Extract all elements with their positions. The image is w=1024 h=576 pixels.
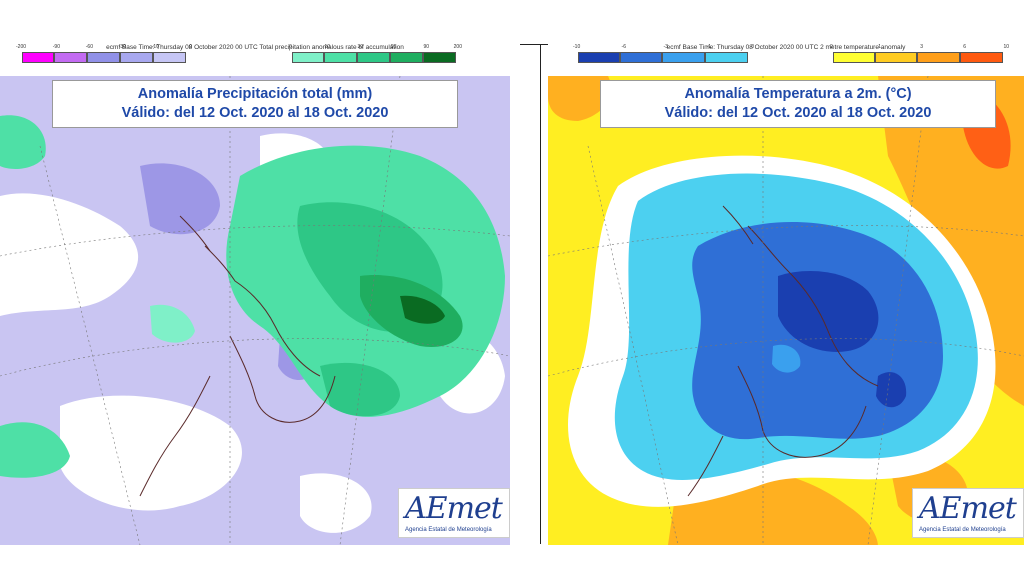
temperature-map: Anomalía Temperatura a 2m. (°C) Válido: … — [548, 76, 1024, 545]
legend-swatch: -3 — [620, 44, 668, 68]
precipitation-map: Anomalía Precipitación total (mm) Válido… — [0, 76, 510, 545]
temp-header: ecmf Base Time: Thursday 08 October 2020… — [548, 40, 1024, 78]
precipitation-anomaly-panel: ecmf Base Time: Thursday 08 October 2020… — [0, 40, 510, 545]
aemet-logo-name: AEmet — [405, 491, 503, 526]
panel-divider — [540, 44, 541, 544]
temp-legend-positive: 1 3 6 10 0 — [830, 44, 1009, 68]
legend-tick-zero: 0 — [830, 44, 833, 50]
legend-swatch: -1 — [662, 44, 711, 68]
precipitation-map-graphic — [0, 76, 510, 545]
precip-title: Anomalía Precipitación total (mm) — [137, 86, 373, 102]
aemet-logo-name: AEmet — [919, 491, 1017, 526]
precip-header-text: ecmf Base Time: Thursday 08 October 2020… — [106, 44, 404, 51]
temperature-anomaly-panel: ecmf Base Time: Thursday 08 October 2020… — [548, 40, 1024, 545]
legend-swatch: 0 — [153, 44, 192, 68]
legend-swatch: 10 — [292, 44, 330, 68]
precip-title-box: Anomalía Precipitación total (mm) Válido… — [52, 80, 458, 128]
aemet-logo: AEmet Agencia Estatal de Meteorología — [912, 488, 1024, 538]
legend-swatch: -90 — [22, 44, 60, 68]
legend-tick-min: -10 — [573, 44, 581, 50]
precip-valid-dates: Válido: del 12 Oct. 2020 al 18 Oct. 2020 — [121, 105, 389, 121]
precip-legend-negative: -90 -60 -30 -10 0 -200 — [16, 44, 218, 68]
divider-tick — [520, 44, 548, 45]
temp-title-box: Anomalía Temperatura a 2m. (°C) Válido: … — [600, 80, 996, 128]
legend-swatch: 6 — [917, 44, 966, 68]
legend-tick-zero: 0 — [289, 44, 292, 50]
legend-swatch: 0 — [705, 44, 754, 68]
legend-swatch: -60 — [54, 44, 93, 68]
legend-swatch: 200 — [423, 44, 462, 68]
legend-swatch: 90 — [390, 44, 429, 68]
aemet-logo-subtitle: Agencia Estatal de Meteorología — [919, 527, 1006, 533]
precip-header: ecmf Base Time: Thursday 08 October 2020… — [0, 40, 510, 78]
aemet-logo-subtitle: Agencia Estatal de Meteorología — [405, 527, 492, 533]
precip-legend-positive: 10 30 60 90 200 0 — [289, 44, 488, 68]
legend-swatch: -6 — [578, 44, 626, 68]
temp-valid-dates: Válido: del 12 Oct. 2020 al 18 Oct. 2020 — [664, 105, 932, 121]
temp-legend-negative: -6 -3 -1 0 -10 — [573, 44, 754, 68]
legend-swatch: 1 — [833, 44, 881, 68]
temp-header-text: ecmf Base Time: Thursday 08 October 2020… — [666, 44, 906, 51]
legend-swatch: -10 — [120, 44, 159, 68]
legend-swatch: 10 — [960, 44, 1009, 68]
legend-tick-min: -200 — [16, 44, 27, 50]
legend-swatch: 30 — [324, 44, 363, 68]
temperature-map-graphic — [548, 76, 1024, 545]
legend-swatch: 3 — [875, 44, 923, 68]
aemet-logo: AEmet Agencia Estatal de Meteorología — [398, 488, 510, 538]
legend-swatch: -30 — [87, 44, 126, 68]
legend-swatch: 60 — [357, 44, 396, 68]
temp-title: Anomalía Temperatura a 2m. (°C) — [684, 86, 912, 102]
